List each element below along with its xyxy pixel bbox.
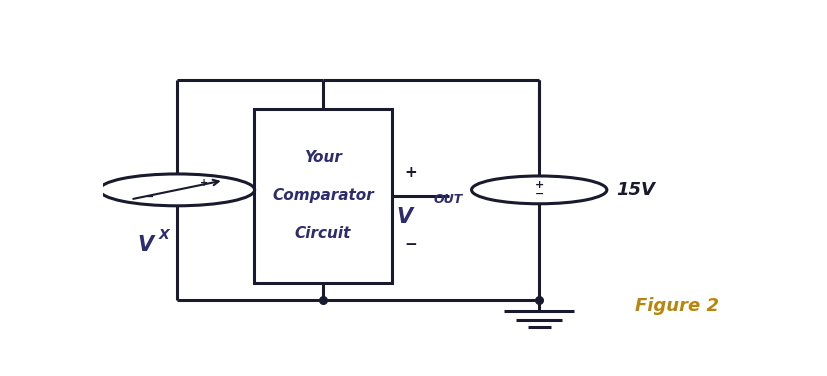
Bar [254, 109, 392, 282]
Text: Your: Your [304, 150, 342, 165]
Text: −: − [146, 191, 154, 202]
Text: +: + [404, 165, 418, 180]
Text: Circuit: Circuit [294, 226, 351, 241]
Text: OUT: OUT [433, 193, 462, 206]
Text: V: V [397, 207, 413, 227]
Text: −: − [404, 237, 418, 252]
Text: 15V: 15V [616, 181, 655, 199]
Text: +: + [200, 178, 208, 188]
Text: X: X [159, 227, 170, 241]
Text: V: V [138, 235, 154, 255]
Text: Comparator: Comparator [272, 188, 374, 203]
Text: +: + [534, 180, 544, 190]
Text: −: − [534, 190, 544, 199]
Text: Figure 2: Figure 2 [634, 297, 719, 315]
